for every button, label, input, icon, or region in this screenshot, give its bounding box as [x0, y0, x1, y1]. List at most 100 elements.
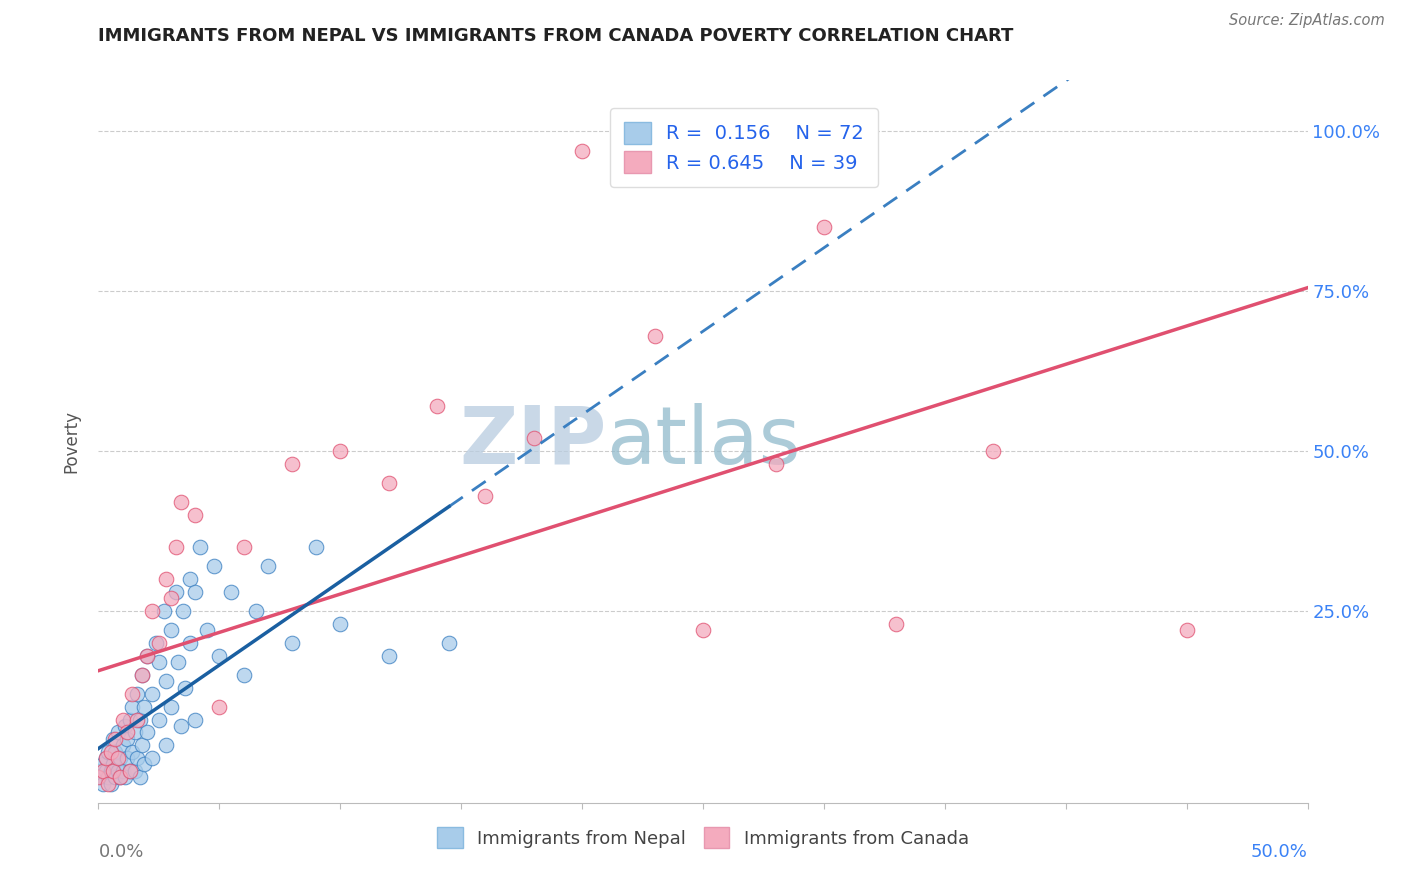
Point	[94, 751, 117, 765]
Point	[100, 776, 122, 790]
Point	[160, 699, 183, 714]
Legend: Immigrants from Nepal, Immigrants from Canada: Immigrants from Nepal, Immigrants from C…	[430, 820, 976, 855]
Point	[886, 616, 908, 631]
Point	[117, 725, 139, 739]
Point	[107, 725, 129, 739]
Point	[118, 764, 141, 778]
Point	[208, 648, 231, 663]
Point	[155, 674, 177, 689]
Point	[523, 431, 546, 445]
Point	[256, 559, 278, 574]
Point	[172, 604, 194, 618]
Point	[169, 495, 191, 509]
Point	[111, 713, 134, 727]
Point	[135, 648, 157, 663]
Text: atlas: atlas	[606, 402, 800, 481]
Point	[97, 770, 120, 784]
Point	[329, 616, 352, 631]
Point	[118, 713, 141, 727]
Point	[101, 764, 124, 778]
Point	[204, 559, 226, 574]
Point	[108, 770, 131, 784]
Point	[426, 400, 449, 414]
Point	[108, 770, 131, 784]
Point	[155, 572, 177, 586]
Point	[571, 144, 593, 158]
Text: ZIP: ZIP	[458, 402, 606, 481]
Point	[94, 764, 117, 778]
Point	[97, 776, 120, 790]
Point	[108, 751, 131, 765]
Point	[152, 604, 174, 618]
Point	[281, 636, 304, 650]
Point	[184, 584, 207, 599]
Point	[135, 648, 157, 663]
Point	[131, 668, 153, 682]
Text: 0.0%: 0.0%	[98, 843, 143, 861]
Point	[179, 572, 201, 586]
Point	[141, 687, 163, 701]
Point	[90, 770, 112, 784]
Point	[169, 719, 191, 733]
Point	[174, 681, 197, 695]
Point	[124, 725, 146, 739]
Point	[329, 444, 352, 458]
Point	[104, 731, 127, 746]
Text: 50.0%: 50.0%	[1251, 843, 1308, 861]
Point	[134, 699, 156, 714]
Point	[101, 731, 124, 746]
Point	[118, 764, 141, 778]
Point	[111, 738, 134, 752]
Point	[131, 738, 153, 752]
Point	[765, 457, 787, 471]
Point	[128, 713, 150, 727]
Point	[121, 687, 143, 701]
Point	[813, 220, 835, 235]
Point	[145, 636, 167, 650]
Point	[135, 725, 157, 739]
Point	[121, 745, 143, 759]
Point	[141, 751, 163, 765]
Point	[128, 770, 150, 784]
Point	[165, 540, 187, 554]
Point	[437, 636, 460, 650]
Point	[134, 757, 156, 772]
Point	[377, 648, 399, 663]
Point	[195, 623, 218, 637]
Point	[87, 764, 110, 778]
Point	[167, 655, 190, 669]
Point	[87, 770, 110, 784]
Point	[184, 508, 207, 522]
Point	[141, 604, 163, 618]
Point	[148, 636, 170, 650]
Point	[97, 745, 120, 759]
Point	[245, 604, 267, 618]
Point	[117, 731, 139, 746]
Point	[160, 591, 183, 606]
Point	[377, 476, 399, 491]
Point	[114, 719, 136, 733]
Point	[117, 751, 139, 765]
Text: Source: ZipAtlas.com: Source: ZipAtlas.com	[1229, 13, 1385, 29]
Point	[474, 489, 496, 503]
Point	[281, 457, 304, 471]
Point	[184, 713, 207, 727]
Point	[148, 655, 170, 669]
Point	[124, 764, 146, 778]
Point	[208, 699, 231, 714]
Point	[91, 757, 114, 772]
Point	[91, 776, 114, 790]
Point	[121, 699, 143, 714]
Point	[305, 540, 328, 554]
Point	[104, 770, 127, 784]
Point	[644, 329, 666, 343]
Point	[148, 713, 170, 727]
Point	[160, 623, 183, 637]
Point	[111, 764, 134, 778]
Point	[104, 745, 127, 759]
Point	[188, 540, 211, 554]
Point	[165, 584, 187, 599]
Point	[179, 636, 201, 650]
Y-axis label: Poverty: Poverty	[62, 410, 80, 473]
Point	[100, 764, 122, 778]
